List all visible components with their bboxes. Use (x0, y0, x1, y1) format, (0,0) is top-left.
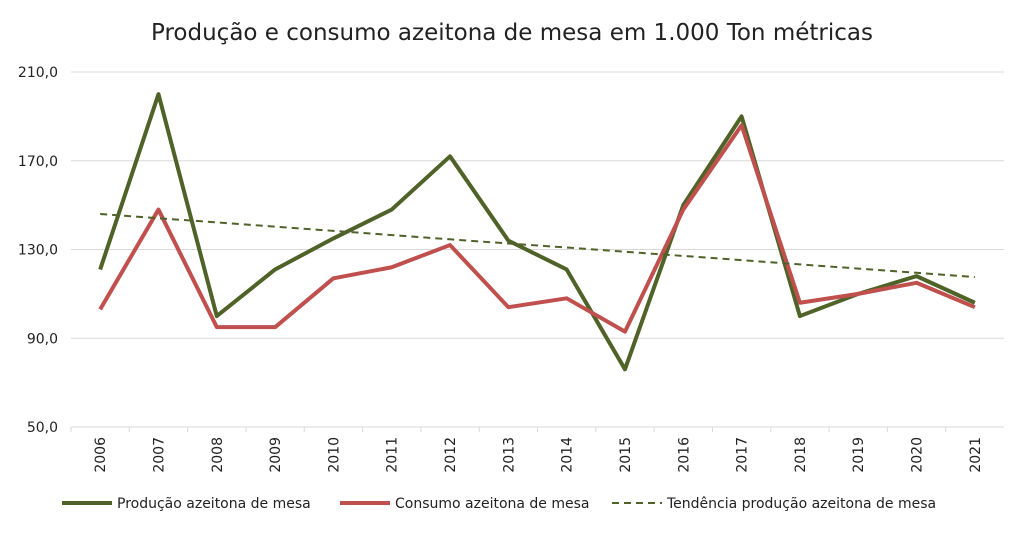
gridlines (71, 72, 1004, 427)
x-tick-label: 2012 (443, 437, 459, 473)
series-lines (100, 94, 975, 369)
x-tick-label: 2006 (93, 437, 109, 473)
series-line-2 (100, 214, 975, 277)
x-tick-label: 2007 (151, 437, 167, 473)
y-tick-label: 170,0 (18, 154, 58, 170)
y-tick-label: 130,0 (18, 243, 58, 259)
y-tick-label: 50,0 (27, 420, 58, 436)
x-tick-label: 2017 (735, 437, 751, 473)
x-tick-label: 2014 (560, 437, 576, 473)
x-tick-label: 2011 (385, 437, 401, 473)
x-tick-label: 2018 (793, 437, 809, 473)
x-tick-label: 2016 (676, 437, 692, 473)
legend-label: Tendência produção azeitona de mesa (666, 496, 936, 512)
y-axis-ticks: 50,0 90,0 130,0 170,0 210,0 (18, 65, 58, 436)
x-tick-label: 2008 (210, 437, 226, 473)
x-tick-label: 2020 (910, 437, 926, 473)
chart-title: Produção e consumo azeitona de mesa em 1… (151, 20, 873, 46)
x-tick-label: 2019 (851, 437, 867, 473)
x-tick-label: 2013 (501, 437, 517, 473)
x-axis-ticks: 2006 2007 2008 2009 2010 2011 2012 2013 2014 2015… (71, 427, 984, 473)
y-tick-label: 210,0 (18, 65, 58, 81)
legend-label: Consumo azeitona de mesa (395, 496, 590, 512)
x-tick-label: 2009 (268, 437, 284, 473)
legend-label: Produção azeitona de mesa (117, 496, 311, 512)
x-tick-label: 2010 (326, 437, 342, 473)
x-tick-label: 2015 (618, 437, 634, 473)
x-tick-label: 2021 (968, 437, 984, 473)
y-tick-label: 90,0 (27, 331, 58, 347)
legend: Produção azeitona de mesa Consumo azeiton… (62, 496, 936, 512)
